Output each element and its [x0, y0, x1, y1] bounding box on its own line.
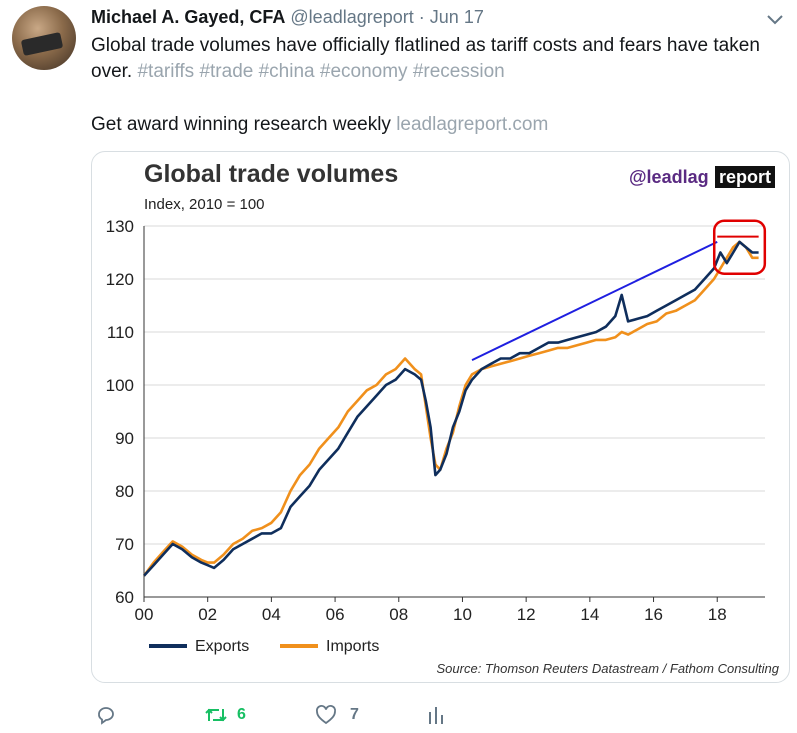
legend-imports-label: Imports: [326, 638, 379, 655]
x-axis: 00 02 04 06 08 10 12 14 16 18: [135, 596, 765, 624]
media-card[interactable]: Global trade volumes Index, 2010 = 100 @…: [91, 151, 790, 683]
highlight-box: [712, 219, 767, 275]
author-avatar[interactable]: [12, 6, 76, 70]
annotations: [471, 219, 767, 361]
like-count: 7: [350, 706, 359, 723]
x-tick-label: 12: [517, 605, 536, 624]
chart-source: Source: Thomson Reuters Datastream / Fat…: [437, 661, 780, 676]
tweet-body: Global trade volumes have officially fla…: [91, 35, 760, 82]
trend-line: [471, 240, 718, 361]
author-name[interactable]: Michael A. Gayed, CFA: [91, 7, 286, 27]
x-tick-label: 18: [708, 605, 727, 624]
hashtag[interactable]: #recession: [412, 61, 505, 82]
hashtag[interactable]: #tariffs: [137, 61, 195, 82]
like-icon: [316, 705, 336, 725]
chart-title: Global trade volumes: [144, 160, 398, 188]
y-tick-label: 80: [115, 482, 134, 501]
separator: ·: [418, 7, 425, 27]
x-tick-label: 00: [135, 605, 154, 624]
tweet-text: Global trade volumes have officially fla…: [91, 33, 781, 85]
x-tick-label: 16: [644, 605, 663, 624]
y-tick-label: 70: [115, 535, 134, 554]
y-tick-label: 100: [106, 376, 134, 395]
promo-text: Get award winning research weekly: [91, 114, 391, 135]
x-tick-label: 06: [326, 605, 345, 624]
y-tick-label: 130: [106, 217, 134, 236]
chart-subtitle: Index, 2010 = 100: [144, 196, 265, 213]
tweet-date[interactable]: Jun 17: [429, 7, 484, 27]
analytics-icon: [429, 707, 443, 724]
hashtag[interactable]: #economy: [319, 61, 408, 82]
tweet-actions: 6 7: [0, 704, 797, 730]
tweet-header: Michael A. Gayed, CFA @leadlagreport · J…: [91, 7, 484, 28]
legend-exports-label: Exports: [195, 638, 249, 655]
analytics-button[interactable]: [427, 704, 445, 726]
retweet-count: 6: [237, 706, 246, 723]
reply-button[interactable]: [95, 704, 117, 726]
y-tick-label: 120: [106, 270, 134, 289]
brand-box: [715, 166, 775, 188]
reply-icon: [98, 707, 114, 725]
hashtag[interactable]: #trade: [199, 61, 254, 82]
like-button[interactable]: 7: [315, 704, 359, 726]
series-line-imports: [142, 240, 759, 577]
y-axis: 60 70 80 90 100 110 120 130: [106, 217, 145, 607]
retweet-icon: [205, 708, 227, 722]
x-tick-label: 14: [580, 605, 599, 624]
x-tick-label: 02: [198, 605, 217, 624]
chevron-down-icon[interactable]: [764, 8, 786, 30]
brand-text: @leadlag: [629, 167, 709, 187]
x-tick-label: 10: [453, 605, 472, 624]
retweet-button[interactable]: 6: [203, 704, 246, 726]
trade-volume-chart: Global trade volumes Index, 2010 = 100 @…: [106, 160, 780, 676]
x-tick-label: 04: [262, 605, 281, 624]
x-tick-label: 08: [389, 605, 408, 624]
series-line-exports: [143, 240, 759, 577]
y-tick-label: 110: [107, 323, 134, 342]
promo-line: Get award winning research weekly leadla…: [91, 114, 548, 136]
series-lines: [142, 240, 759, 577]
author-handle[interactable]: @leadlagreport: [290, 7, 414, 27]
brand-box-text: report: [719, 167, 771, 187]
hashtag[interactable]: #china: [258, 61, 315, 82]
y-tick-label: 90: [115, 429, 134, 448]
y-tick-label: 60: [115, 588, 134, 607]
promo-link[interactable]: leadlagreport.com: [396, 114, 549, 135]
